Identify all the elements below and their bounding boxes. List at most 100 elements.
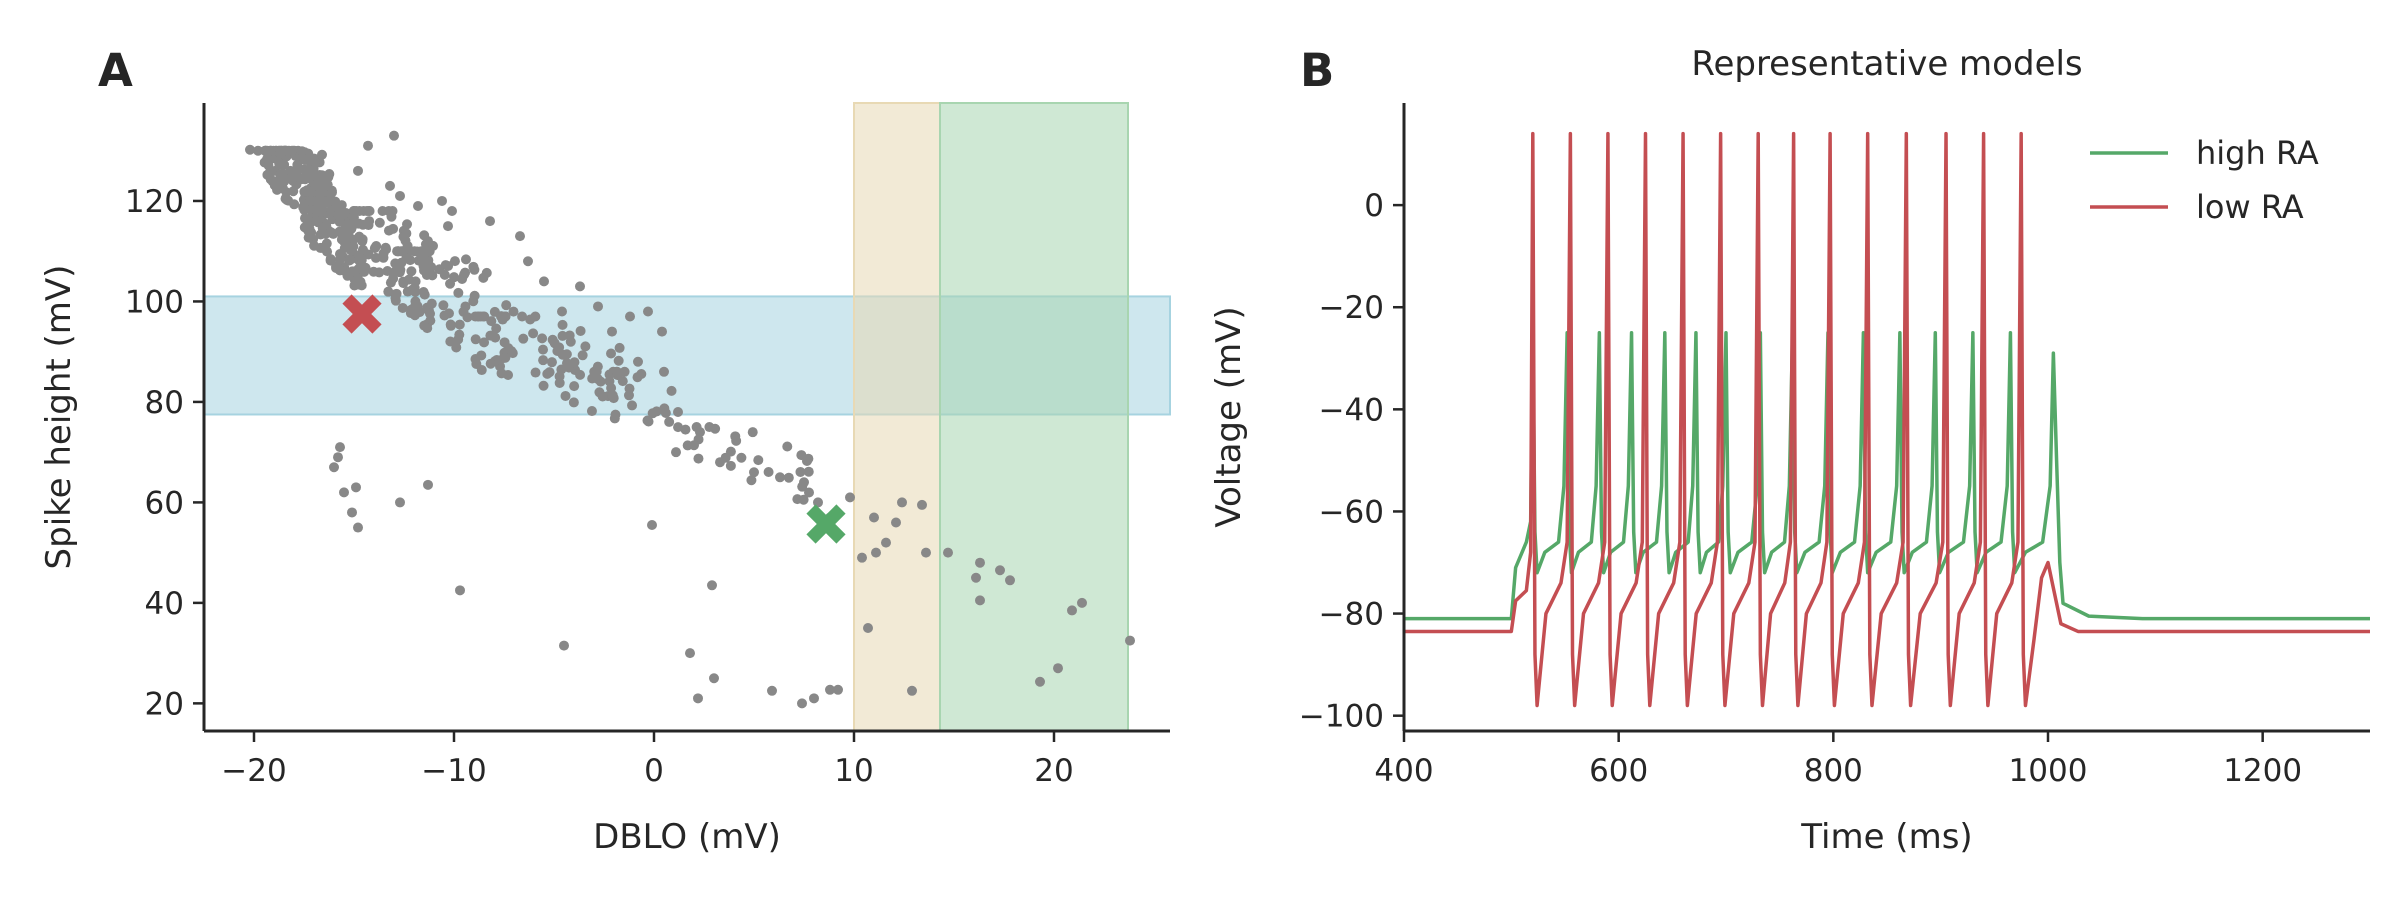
data-point — [557, 319, 568, 330]
data-point — [783, 472, 794, 483]
data-point — [479, 337, 490, 348]
data-point — [528, 328, 539, 339]
data-point — [501, 300, 512, 311]
data-point — [559, 640, 569, 651]
data-point — [1035, 676, 1045, 687]
data-point — [351, 482, 361, 493]
data-point — [371, 241, 382, 252]
data-point — [245, 144, 255, 155]
data-point — [606, 348, 617, 359]
data-point — [871, 547, 881, 558]
data-point — [253, 145, 263, 156]
data-point — [943, 547, 953, 558]
data-point — [651, 406, 662, 417]
data-point — [491, 323, 502, 334]
data-point — [975, 557, 985, 568]
panel-letter-a: A — [98, 44, 133, 97]
data-point — [370, 252, 381, 263]
data-point — [689, 440, 700, 451]
data-point — [395, 190, 405, 201]
data-point — [891, 517, 901, 528]
data-point — [569, 357, 580, 368]
data-point — [857, 552, 867, 563]
data-point — [460, 267, 471, 278]
data-point — [725, 460, 736, 471]
x-tick-label-b: 1200 — [2223, 753, 2302, 789]
data-point — [647, 520, 657, 531]
data-point — [612, 366, 623, 377]
data-point — [731, 435, 742, 446]
data-point — [554, 377, 565, 388]
data-point — [473, 311, 484, 322]
data-point — [299, 204, 310, 215]
data-point — [1053, 663, 1063, 674]
representative-markers — [342, 294, 846, 544]
data-point — [398, 276, 409, 287]
data-point — [575, 281, 585, 292]
data-point — [659, 403, 670, 414]
data-point — [568, 397, 579, 408]
highlight-bands — [203, 102, 1171, 732]
data-point — [434, 264, 445, 275]
data-point — [335, 442, 345, 453]
data-point — [517, 311, 528, 322]
data-point — [468, 296, 479, 307]
data-point — [353, 522, 363, 533]
y-tick-label-b: 0 — [1364, 188, 1384, 224]
data-point — [262, 169, 273, 180]
data-point — [485, 330, 496, 341]
data-point — [400, 235, 411, 246]
data-point — [485, 216, 495, 227]
data-point — [263, 146, 273, 157]
data-point — [335, 254, 346, 265]
data-point — [339, 208, 350, 219]
y-tick-label-b: −80 — [1319, 597, 1384, 633]
data-point — [657, 326, 667, 337]
data-point — [607, 390, 618, 401]
data-point — [619, 366, 630, 377]
data-point — [297, 146, 307, 157]
data-point — [279, 176, 290, 187]
data-point — [363, 140, 373, 151]
data-point — [359, 266, 370, 277]
data-point — [763, 466, 774, 477]
data-point — [445, 320, 456, 331]
data-point — [508, 306, 519, 317]
data-point — [349, 280, 360, 291]
data-point — [421, 269, 432, 280]
data-point — [438, 300, 449, 311]
data-point — [907, 685, 917, 696]
data-point — [673, 406, 683, 417]
data-point — [409, 282, 420, 293]
data-point — [799, 477, 809, 488]
data-point — [402, 253, 413, 264]
data-point — [353, 250, 364, 261]
panel-letter-b: B — [1300, 44, 1334, 97]
data-point — [775, 472, 785, 483]
panel-b: B Representative models 400 600 800 1000 120… — [1209, 44, 2370, 857]
data-point — [325, 227, 336, 238]
data-point — [1077, 597, 1087, 608]
data-point — [398, 246, 409, 257]
data-point — [538, 344, 549, 355]
data-point — [476, 350, 487, 361]
data-point — [401, 228, 412, 239]
data-point — [523, 256, 533, 267]
data-point — [305, 195, 316, 206]
x-tick-label-b: 600 — [1589, 753, 1648, 789]
data-point — [809, 693, 819, 704]
data-point — [507, 348, 518, 359]
data-point — [443, 260, 454, 271]
data-point — [425, 308, 436, 319]
data-point — [557, 330, 568, 341]
data-point — [496, 311, 507, 322]
data-point — [308, 170, 319, 181]
data-point — [460, 254, 471, 265]
data-point — [439, 310, 450, 321]
data-point — [518, 333, 529, 344]
data-point — [462, 312, 473, 323]
data-point — [627, 400, 638, 411]
legend-label: low RA — [2196, 188, 2304, 226]
data-point — [643, 416, 654, 427]
x-tick-label-b: 800 — [1804, 753, 1863, 789]
